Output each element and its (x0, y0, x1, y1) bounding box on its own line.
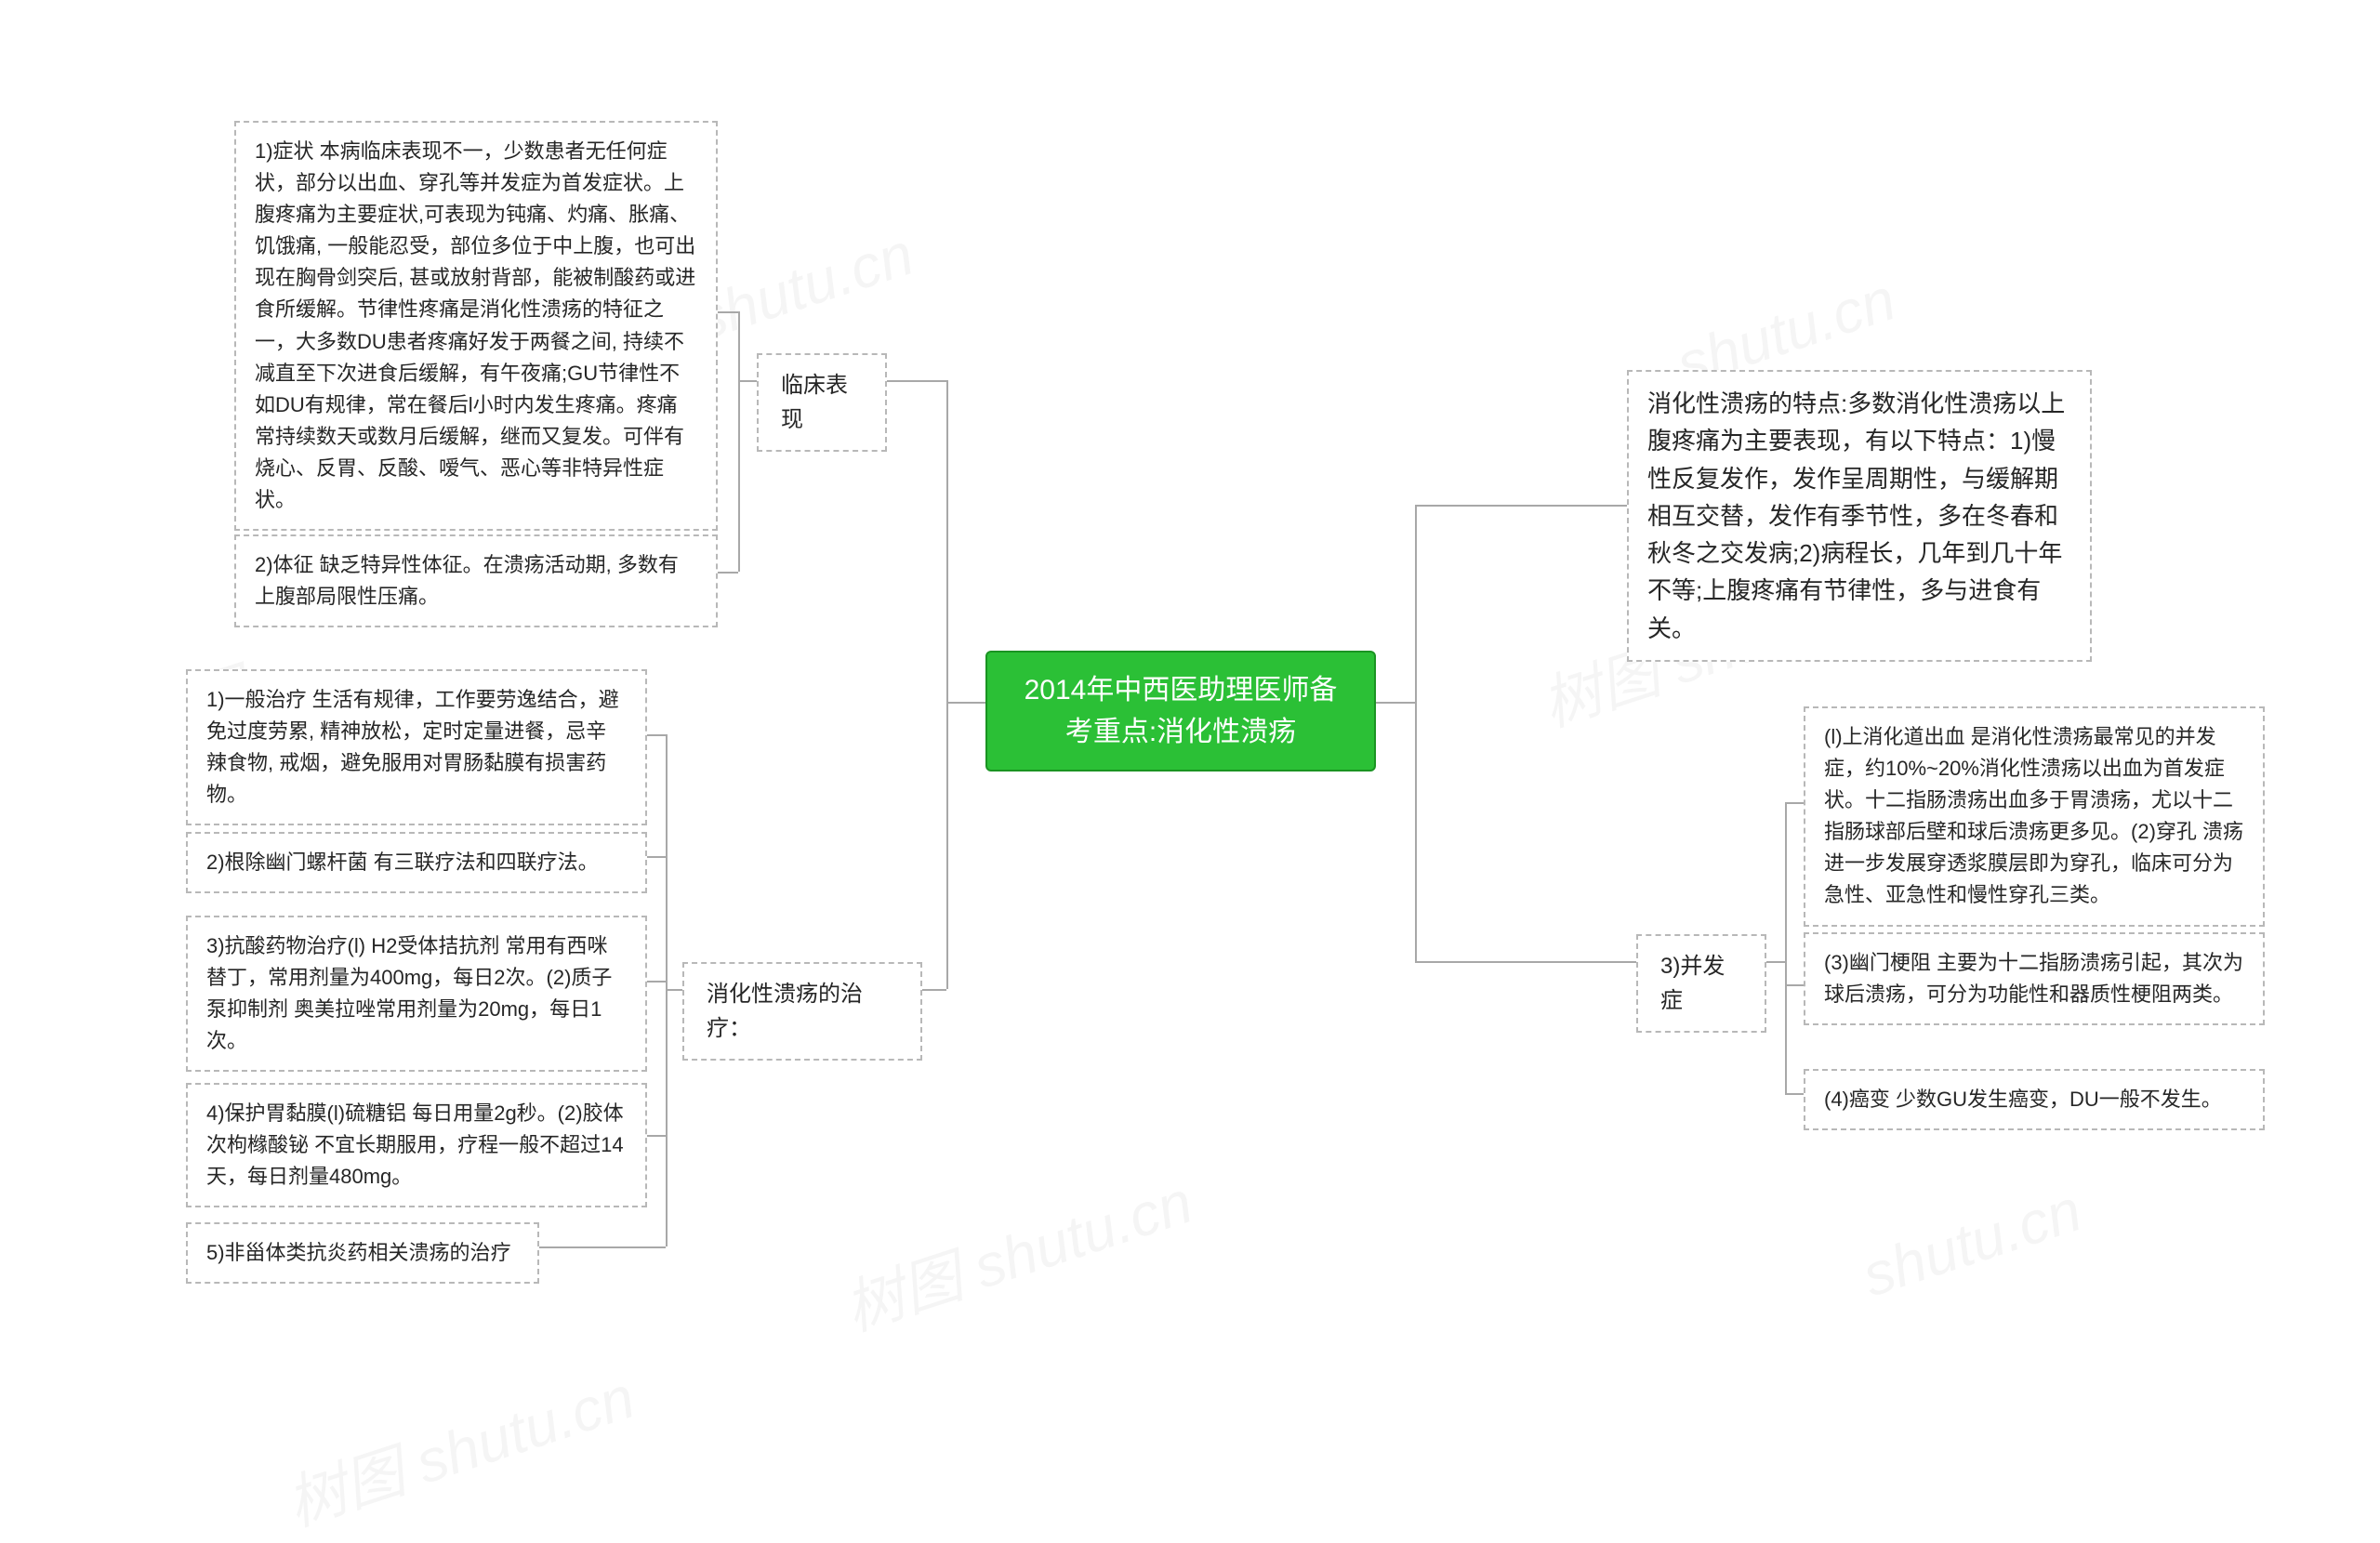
connector (1376, 702, 1415, 704)
central-topic: 2014年中西医助理医师备 考重点:消化性溃疡 (985, 651, 1376, 772)
connector (1785, 1093, 1804, 1095)
connector (647, 856, 666, 858)
leaf-clinical-signs: 2)体征 缺乏特异性体征。在溃疡活动期, 多数有上腹部局限性压痛。 (234, 534, 718, 627)
connector (1785, 802, 1804, 804)
leaf-clinical-symptoms: 1)症状 本病临床表现不一，少数患者无任何症状，部分以出血、穿孔等并发症为首发症… (234, 121, 718, 531)
leaf-treatment-mucosal: 4)保护胃黏膜(l)硫糖铝 每日用量2g秒。(2)胶体次枸橼酸铋 不宜长期服用，… (186, 1083, 647, 1207)
leaf-treatment-general: 1)一般治疗 生活有规律，工作要劳逸结合，避免过度劳累, 精神放松，定时定量进餐… (186, 669, 647, 825)
connector (1415, 505, 1417, 961)
leaf-comp-obstruction: (3)幽门梗阻 主要为十二指肠溃疡引起，其次为球后溃疡，可分为功能性和器质性梗阻… (1804, 932, 2265, 1025)
connector (647, 981, 666, 983)
connector (1785, 984, 1804, 986)
watermark: 树图 shutu.cn (274, 1350, 643, 1542)
connector (539, 1246, 666, 1248)
watermark: 树图 shutu.cn (832, 1154, 1201, 1347)
connector (946, 380, 948, 989)
leaf-comp-cancer: (4)癌变 少数GU发生癌变，DU一般不发生。 (1804, 1069, 2265, 1130)
connector (1766, 961, 1785, 963)
connector (666, 989, 682, 991)
leaf-treatment-hpylori: 2)根除幽门螺杆菌 有三联疗法和四联疗法。 (186, 832, 647, 893)
connector (718, 572, 738, 574)
watermark: shutu.cn (1854, 1175, 2089, 1310)
connector (718, 311, 738, 313)
connector (738, 311, 740, 572)
category-clinical: 临床表现 (757, 353, 887, 452)
connector (946, 702, 985, 704)
connector (1785, 802, 1787, 1093)
category-complication: 3)并发症 (1636, 934, 1766, 1033)
connector (922, 989, 946, 991)
leaf-comp-bleeding: (l)上消化道出血 是消化性溃疡最常见的并发症，约10%~20%消化性溃疡以出血… (1804, 706, 2265, 927)
connector (738, 380, 757, 382)
mindmap-canvas: 树图 shutu.cn shutu.cn 树图 shutu.cn 图 树图 sh… (0, 0, 2380, 1520)
connector (887, 380, 946, 382)
leaf-treatment-nsaid: 5)非甾体类抗炎药相关溃疡的治疗 (186, 1222, 539, 1284)
connector (1415, 961, 1636, 963)
leaf-characteristics: 消化性溃疡的特点:多数消化性溃疡以上腹疼痛为主要表现，有以下特点：1)慢性反复发… (1627, 370, 2092, 662)
connector (647, 1135, 666, 1137)
connector (666, 734, 668, 1246)
leaf-treatment-antiacid: 3)抗酸药物治疗(l) H2受体拮抗剂 常用有西咪替丁，常用剂量为400mg，每… (186, 916, 647, 1072)
connector (1415, 505, 1627, 507)
connector (647, 734, 666, 736)
category-treatment: 消化性溃疡的治疗： (682, 962, 922, 1061)
